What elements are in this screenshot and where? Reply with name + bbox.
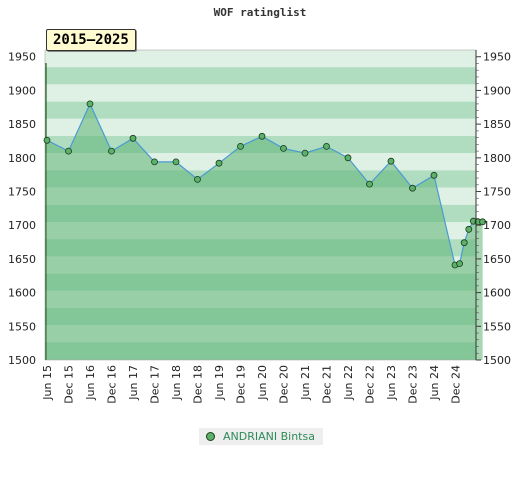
x-tick-label: Dec 19 (235, 365, 248, 404)
data-point (366, 180, 373, 188)
data-point (465, 225, 473, 233)
data-point (172, 158, 180, 166)
x-tick-label: Jun 19 (213, 365, 226, 401)
data-point (258, 132, 266, 140)
background-band (45, 50, 476, 68)
date-range-badge: 2015–2025 (46, 29, 136, 51)
x-tick-label: Dec 18 (192, 365, 205, 404)
data-point (301, 149, 309, 157)
data-point (409, 184, 416, 192)
x-tick-label: Jun 20 (256, 365, 269, 401)
background-band (45, 101, 476, 119)
data-point (479, 218, 487, 226)
data-point (460, 239, 468, 247)
x-tick-label: Dec 21 (321, 365, 334, 404)
data-point (215, 159, 223, 167)
x-tick-label: Dec 16 (106, 365, 119, 404)
legend: ANDRIANI Bintsa (199, 428, 323, 445)
y-tick-label-left: 1700 (8, 219, 36, 232)
y-tick-label-left: 1950 (8, 51, 36, 64)
data-point (387, 157, 395, 165)
series-line (46, 102, 483, 266)
y-tick-label-right: 1600 (483, 287, 511, 300)
x-tick-label: Dec 22 (364, 365, 377, 404)
data-point (86, 100, 94, 108)
x-tick-label: Jun 15 (41, 365, 54, 401)
data-point (151, 158, 158, 166)
y-tick-label-right: 1950 (483, 51, 511, 64)
y-tick-label-right: 1700 (483, 219, 511, 232)
data-point (237, 142, 244, 150)
data-point (280, 144, 287, 152)
data-point (129, 134, 137, 142)
y-tick-label-left: 1750 (8, 186, 36, 199)
x-tick-label: Dec 20 (278, 365, 291, 404)
x-tick-label: Jun 16 (84, 365, 97, 401)
x-tick-label: Jun 18 (170, 365, 183, 401)
y-tick-label-left: 1800 (8, 152, 36, 165)
x-tick-label: Dec 24 (450, 365, 463, 404)
y-tick-label-left: 1600 (8, 287, 36, 300)
legend-label: ANDRIANI Bintsa (223, 430, 315, 443)
y-tick-label-right: 1850 (483, 118, 511, 131)
y-tick-label-right: 1900 (483, 84, 511, 97)
series-area (47, 103, 483, 361)
data-point (65, 147, 72, 155)
x-tick-label: Jun 22 (342, 365, 355, 401)
y-tick-label-left: 1900 (8, 84, 36, 97)
y-tick-label-right: 1750 (483, 186, 511, 199)
y-tick-label-left: 1550 (8, 320, 36, 333)
y-tick-label-right: 1800 (483, 152, 511, 165)
y-tick-label-left: 1850 (8, 118, 36, 131)
y-tick-label-right: 1550 (483, 320, 511, 333)
data-point (194, 175, 201, 183)
x-tick-label: Jun 23 (385, 365, 398, 401)
y-tick-label-left: 1650 (8, 253, 36, 266)
y-tick-label-right: 1650 (483, 253, 511, 266)
background-band (45, 84, 476, 102)
x-tick-label: Jun 24 (428, 365, 441, 401)
y-tick-label-right: 1500 (483, 354, 511, 367)
x-tick-label: Dec 23 (407, 365, 420, 404)
background-band (45, 118, 476, 136)
data-point (323, 142, 330, 150)
y-tick-label-left: 1500 (8, 354, 36, 367)
data-point (456, 260, 464, 268)
data-point (108, 147, 115, 155)
legend-marker-icon (206, 432, 215, 441)
data-point (43, 136, 51, 144)
x-tick-label: Dec 17 (149, 365, 162, 404)
x-tick-label: Jun 21 (299, 365, 312, 401)
chart-title: WOF ratinglist (213, 6, 307, 19)
data-point (430, 171, 438, 179)
data-point (344, 154, 352, 162)
x-tick-label: Dec 15 (63, 365, 76, 404)
x-tick-label: Jun 17 (127, 365, 140, 401)
background-band (45, 67, 476, 85)
